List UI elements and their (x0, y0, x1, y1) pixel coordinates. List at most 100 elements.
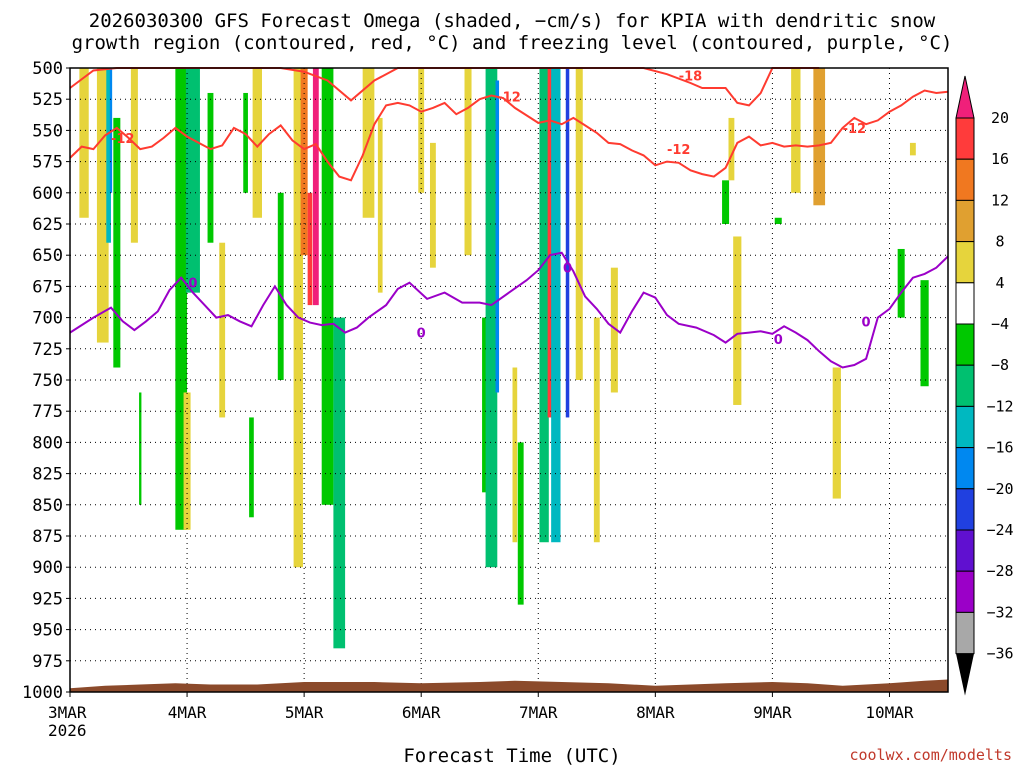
omega-band-10 (207, 92, 214, 243)
colorbar-swatch-9 (955, 488, 975, 531)
terrain-fill (70, 679, 948, 692)
chart-title-line2: growth region (contoured, red, °C) and f… (71, 32, 953, 54)
contour-label-3: -12 (843, 122, 867, 137)
chart-title-line1: 2026030300 GFS Forecast Omega (shaded, −… (88, 10, 936, 32)
y-tick-label-875: 875 (32, 527, 63, 547)
contour-label-0: -12 (111, 132, 135, 147)
omega-band-30 (512, 367, 518, 543)
omega-band-14 (252, 68, 262, 218)
colorbar-label-9: −20 (986, 480, 1013, 498)
contour-label-2: -12 (667, 143, 691, 158)
omega-band-41 (728, 117, 735, 181)
colorbar-label-5: −4 (991, 315, 1009, 333)
contour-label-6: 0 (417, 327, 426, 342)
colorbar-label-4: 4 (995, 274, 1004, 292)
omega-shading-layer (79, 68, 929, 649)
y-tick-label-500: 500 (32, 59, 63, 79)
omega-band-25 (429, 142, 436, 268)
colorbar-label-3: 8 (995, 233, 1004, 251)
x-tick-label-3MAR: 3MAR (48, 703, 87, 722)
credit-link[interactable]: coolwx.com/modelts (849, 746, 1012, 764)
omega-band-2 (106, 68, 111, 243)
omega-band-23 (377, 117, 383, 293)
y-tick-label-775: 775 (32, 402, 63, 422)
omega-band-48 (920, 280, 929, 387)
y-tick-label-550: 550 (32, 121, 63, 141)
y-tick-label-800: 800 (32, 433, 63, 453)
x-tick-label-8MAR: 8MAR (636, 703, 675, 722)
x-tick-label-5MAR: 5MAR (285, 703, 324, 722)
y-tick-label-700: 700 (32, 309, 63, 329)
contour-label-7: 0 (563, 262, 572, 277)
omega-band-28 (485, 68, 498, 568)
y-tick-label-525: 525 (32, 90, 63, 110)
colorbar: 20 16 12 8 4 −4 −8 −12 −16 −20 −24 −28 −32 −36 (955, 75, 1014, 696)
y-tick-label-675: 675 (32, 277, 63, 297)
omega-band-36 (575, 68, 583, 380)
y-tick-label-575: 575 (32, 153, 63, 173)
y-tick-label-900: 900 (32, 558, 63, 578)
omega-band-0 (79, 68, 89, 218)
y-tick-label-825: 825 (32, 465, 63, 485)
omega-band-13 (249, 417, 254, 518)
omega-band-19 (312, 68, 319, 306)
omega-band-29 (495, 80, 500, 393)
colorbar-label-7: −12 (986, 397, 1013, 415)
omega-band-26 (464, 68, 472, 256)
omega-band-33 (547, 68, 553, 418)
omega-band-44 (813, 68, 826, 206)
x-tick-label-7MAR: 7MAR (519, 703, 558, 722)
colorbar-label-8: −16 (986, 439, 1013, 457)
y-tick-label-750: 750 (32, 371, 63, 391)
colorbar-swatch-11 (955, 570, 975, 613)
omega-band-40 (733, 236, 742, 405)
omega-band-22 (362, 68, 375, 218)
colorbar-label-11: −28 (986, 562, 1013, 580)
omega-band-8 (183, 392, 191, 530)
x-tick-label-10MAR: 10MAR (865, 703, 914, 722)
omega-band-47 (897, 248, 905, 318)
omega-band-21 (333, 317, 346, 649)
colorbar-label-13: −36 (986, 645, 1013, 663)
colorbar-swatch-12 (955, 611, 975, 655)
x-tick-label-4MAR: 4MAR (168, 703, 207, 722)
x-tick-sublabel-3MAR: 2026 (48, 721, 87, 740)
omega-band-32 (539, 68, 549, 543)
terrain-layer (70, 679, 948, 692)
y-tick-label-925: 925 (32, 589, 63, 609)
colorbar-label-6: −8 (991, 356, 1009, 374)
omega-band-38 (610, 267, 618, 393)
colorbar-top-cap (955, 75, 975, 119)
colorbar-swatch-4 (955, 282, 975, 325)
colorbar-swatch-1 (955, 158, 975, 201)
colorbar-swatch-10 (955, 529, 975, 572)
colorbar-swatch-0 (955, 117, 975, 160)
omega-band-9 (185, 68, 200, 293)
colorbar-swatch-8 (955, 447, 975, 490)
omega-band-35 (565, 68, 570, 418)
contour-label-1: -12 (497, 91, 521, 106)
omega-band-12 (243, 92, 248, 193)
colorbar-swatch-5 (955, 323, 975, 366)
contour-label-9: 0 (862, 315, 871, 330)
omega-band-4 (113, 117, 121, 368)
y-tick-label-1000: 1000 (22, 683, 63, 703)
omega-band-45 (832, 367, 841, 499)
omega-band-1 (96, 68, 109, 343)
omega-band-20 (321, 68, 334, 505)
omega-band-37 (593, 317, 600, 543)
colorbar-swatch-3 (955, 241, 975, 284)
omega-band-31 (517, 442, 524, 605)
y-tick-label-950: 950 (32, 621, 63, 641)
colorbar-swatch-6 (955, 364, 975, 407)
omega-band-11 (219, 242, 226, 418)
omega-band-46 (909, 142, 916, 156)
x-tick-label-9MAR: 9MAR (753, 703, 792, 722)
y-tick-label-650: 650 (32, 246, 63, 266)
contour-freezing-level (69, 251, 949, 369)
contour-label-5: 0 (188, 277, 197, 292)
colorbar-swatch-7 (955, 405, 975, 449)
contour-label-4: -18 (679, 69, 703, 84)
omega-band-24 (418, 68, 425, 193)
